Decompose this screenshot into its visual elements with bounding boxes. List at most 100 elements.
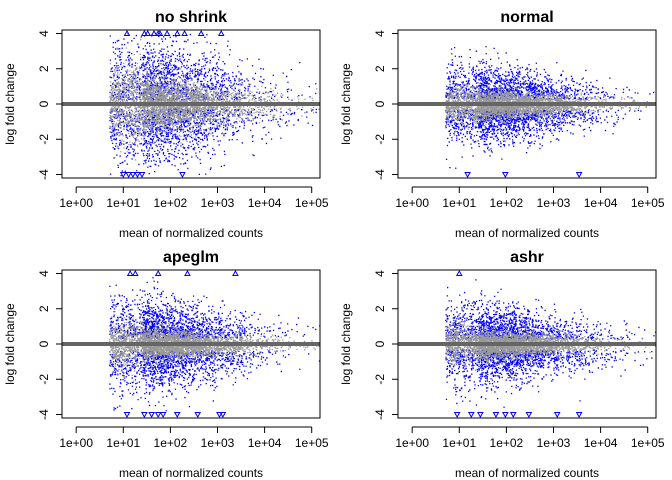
- outlier-down-marker: [129, 171, 137, 179]
- panel-3: -4 -2 0 2 4 1e+00 1e+01 1e+02 1e+03 1e+04 1e+05 ape…: [3, 249, 329, 480]
- panel-title: ashr: [510, 249, 544, 266]
- x-tick-label: 1e+03: [201, 436, 235, 450]
- x-axis-label: mean of normalized counts: [119, 226, 263, 240]
- y-tick-label: 0: [373, 100, 387, 107]
- x-tick-label: 1e+00: [59, 196, 93, 210]
- outlier-down-marker: [125, 171, 133, 179]
- y-tick-label: 0: [37, 340, 51, 347]
- x-tick-label: 1e+05: [295, 436, 329, 450]
- x-tick-label: 1e+01: [106, 436, 140, 450]
- outlier-down-marker: [525, 411, 533, 419]
- y-tick-label: -2: [373, 374, 387, 385]
- outlier-down-marker: [453, 411, 461, 419]
- outlier-down-marker: [553, 411, 561, 419]
- outlier-down-marker: [501, 171, 509, 179]
- outlier-down-marker: [216, 411, 223, 419]
- y-tick-label: 4: [373, 30, 387, 37]
- y-axis-label: log fold change: [339, 63, 353, 145]
- outlier-down-marker: [154, 411, 162, 419]
- x-tick-label: 1e+04: [248, 436, 282, 450]
- y-tick-label: -2: [37, 374, 51, 385]
- points-layer: [109, 32, 320, 177]
- y-axis-label: log fold change: [339, 303, 353, 385]
- y-axis-label: log fold change: [3, 63, 17, 145]
- panel-title: normal: [500, 9, 553, 26]
- outlier-down-marker: [509, 411, 517, 419]
- outlier-up-marker: [156, 29, 164, 37]
- y-tick-label: -4: [373, 409, 387, 420]
- x-tick-label: 1e+01: [106, 196, 140, 210]
- x-tick-label: 1e+04: [584, 436, 618, 450]
- y-tick-label: 4: [37, 30, 51, 37]
- y-tick-label: -4: [37, 169, 51, 180]
- y-tick-label: -4: [373, 169, 387, 180]
- x-tick-label: 1e+05: [295, 196, 329, 210]
- significant-points: [445, 46, 655, 169]
- points-layer: [445, 46, 656, 169]
- outlier-down-marker: [476, 411, 484, 419]
- x-tick-label: 1e+05: [631, 436, 665, 450]
- outlier-up-marker: [184, 269, 191, 277]
- panel-title: no shrink: [155, 9, 227, 26]
- y-tick-label: 2: [373, 65, 387, 72]
- y-tick-label: 0: [37, 100, 51, 107]
- x-tick-label: 1e+02: [154, 196, 188, 210]
- x-tick-label: 1e+01: [442, 196, 476, 210]
- y-tick-label: 4: [37, 270, 51, 277]
- x-tick-label: 1e+03: [201, 196, 235, 210]
- significant-points: [109, 277, 320, 412]
- outlier-down-marker: [467, 411, 475, 419]
- x-axis-label: mean of normalized counts: [455, 466, 599, 480]
- y-tick-label: 2: [373, 305, 387, 312]
- x-axis-label: mean of normalized counts: [119, 466, 263, 480]
- outlier-down-marker: [492, 411, 500, 419]
- x-axis-label: mean of normalized counts: [455, 226, 599, 240]
- outlier-down-marker: [138, 171, 146, 179]
- outlier-down-marker: [159, 411, 167, 419]
- outlier-up-marker: [123, 29, 131, 37]
- outlier-up-marker: [163, 29, 171, 37]
- outlier-up-marker: [232, 269, 239, 277]
- panel-2: -4 -2 0 2 4 1e+00 1e+01 1e+02 1e+03 1e+04 1e+05 nor…: [339, 9, 665, 240]
- x-tick-label: 1e+00: [395, 436, 429, 450]
- x-tick-label: 1e+00: [395, 196, 429, 210]
- outlier-down-marker: [575, 411, 583, 419]
- outlier-up-marker: [140, 29, 148, 37]
- x-tick-label: 1e+02: [154, 436, 188, 450]
- non-significant-points: [445, 79, 656, 136]
- x-tick-label: 1e+04: [248, 196, 282, 210]
- outlier-down-marker: [575, 171, 583, 179]
- y-tick-label: -2: [37, 134, 51, 145]
- y-tick-label: -2: [373, 134, 387, 145]
- outlier-down-marker: [173, 411, 181, 419]
- outlier-up-marker: [455, 269, 463, 277]
- outlier-down-marker: [119, 171, 127, 179]
- non-significant-points: [109, 38, 320, 161]
- outlier-down-marker: [148, 411, 155, 419]
- outlier-down-marker: [123, 411, 131, 419]
- outlier-up-marker: [181, 29, 188, 37]
- outlier-up-marker: [197, 29, 205, 37]
- panel-1: -4 -2 0 2 4 1e+00 1e+01 1e+02 1e+03 1e+04 1e+05 no …: [3, 9, 329, 240]
- x-tick-label: 1e+05: [631, 196, 665, 210]
- outlier-up-marker: [126, 269, 134, 277]
- outlier-up-marker: [173, 29, 181, 37]
- outlier-down-marker: [464, 171, 471, 179]
- x-tick-label: 1e+01: [442, 436, 476, 450]
- outlier-up-marker: [150, 29, 158, 37]
- x-tick-label: 1e+02: [490, 436, 524, 450]
- y-tick-label: 4: [373, 270, 387, 277]
- outlier-down-marker: [140, 411, 148, 419]
- outlier-down-marker: [134, 171, 141, 179]
- x-tick-label: 1e+00: [59, 436, 93, 450]
- x-tick-label: 1e+04: [584, 196, 618, 210]
- y-tick-label: 2: [37, 65, 51, 72]
- outlier-down-marker: [219, 411, 227, 419]
- outlier-up-marker: [154, 269, 162, 277]
- outlier-up-marker: [217, 29, 225, 37]
- y-tick-label: 0: [373, 340, 387, 347]
- outlier-up-marker: [144, 29, 152, 37]
- x-tick-label: 1e+03: [537, 196, 571, 210]
- y-tick-label: 2: [37, 305, 51, 312]
- x-tick-label: 1e+03: [537, 436, 571, 450]
